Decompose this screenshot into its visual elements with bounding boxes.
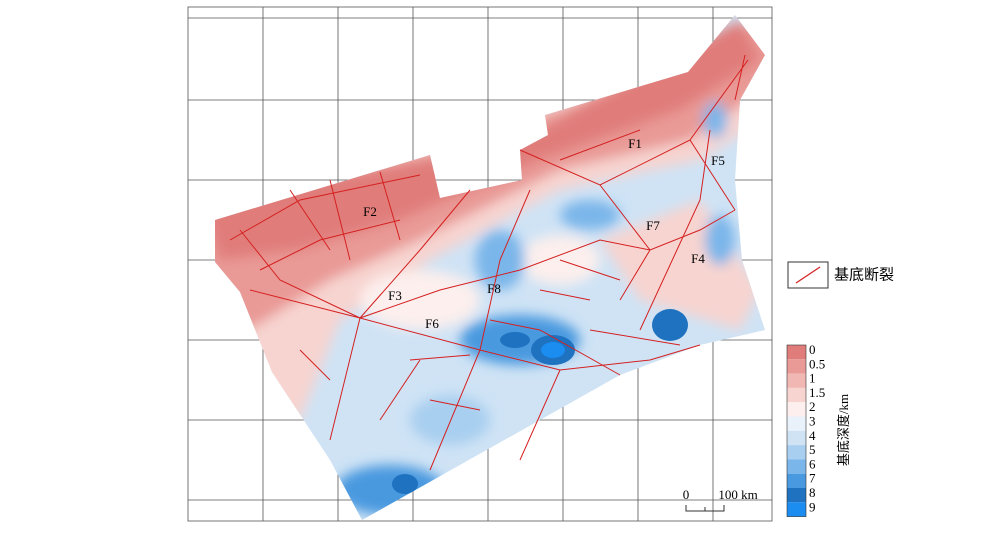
fault-label: F8 bbox=[487, 281, 501, 296]
colorbar-label: 4 bbox=[809, 428, 816, 443]
colorbar-label: 1 bbox=[809, 371, 816, 386]
fault-label: F6 bbox=[425, 316, 439, 331]
colorbar-swatch bbox=[787, 430, 806, 446]
legend-symbol bbox=[795, 266, 821, 284]
fault-label: F3 bbox=[388, 288, 402, 303]
colorbar-label: 6 bbox=[809, 456, 816, 471]
colorbar-swatch bbox=[787, 416, 806, 431]
colorbar-label: 1.5 bbox=[809, 385, 825, 400]
colorbar-label: 7 bbox=[809, 471, 816, 486]
colorbar-swatch bbox=[787, 445, 806, 460]
depth-surface bbox=[215, 15, 765, 520]
colorbar-swatch bbox=[787, 373, 806, 388]
colorbar-swatch bbox=[787, 488, 806, 503]
colorbar-swatch bbox=[787, 345, 806, 360]
scale-bar: 0 100 km bbox=[683, 487, 758, 512]
fault-label: F1 bbox=[628, 136, 642, 151]
fault-label: F7 bbox=[646, 218, 660, 233]
colorbar-label: 0 bbox=[809, 342, 816, 357]
colorbar-label: 9 bbox=[809, 499, 816, 514]
colorbar-swatch bbox=[787, 459, 806, 474]
colorbar-title: 基底深度/km bbox=[836, 394, 851, 466]
legend-label: 基底断裂 bbox=[834, 266, 894, 283]
colorbar-label: 8 bbox=[809, 485, 816, 500]
scale-end: 100 km bbox=[718, 487, 757, 502]
colorbar-frame bbox=[786, 344, 807, 517]
colorbar-label: 0.5 bbox=[809, 356, 825, 371]
fault-label: F4 bbox=[691, 251, 705, 266]
colorbar-swatch bbox=[787, 502, 806, 517]
legend: 基底断裂 bbox=[787, 261, 894, 289]
colorbar-swatch bbox=[787, 473, 806, 488]
fault-label: F5 bbox=[711, 153, 725, 168]
scale-start: 0 bbox=[683, 487, 690, 502]
colorbar-label: 3 bbox=[809, 413, 816, 428]
fault-label: F2 bbox=[363, 204, 377, 219]
colorbar-label: 2 bbox=[809, 399, 816, 414]
colorbar-label: 5 bbox=[809, 442, 816, 457]
faults bbox=[229, 54, 749, 471]
colorbar-swatch bbox=[787, 387, 806, 403]
colorbar-swatch bbox=[787, 359, 806, 374]
colorbar-swatch bbox=[787, 402, 806, 417]
